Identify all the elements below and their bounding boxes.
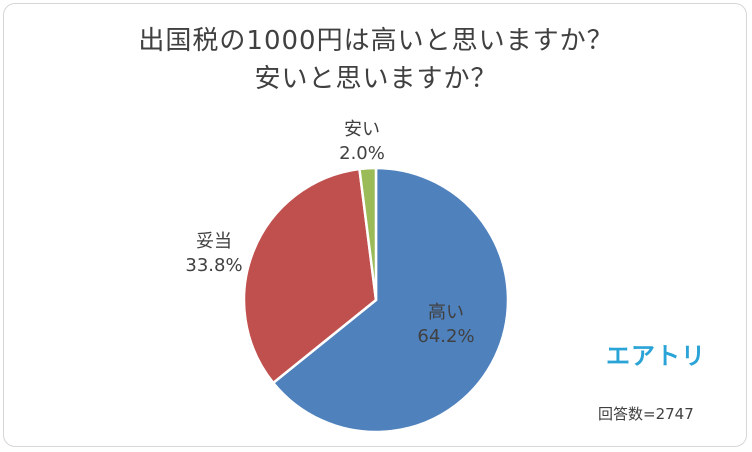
response-count: 回答数=2747 [598,405,694,423]
slice-name-label: 妥当 [196,231,232,252]
slice-value-label: 64.2% [417,326,474,347]
pie-slices [242,166,510,434]
slice-name-label: 安い [344,119,380,140]
slice-name-label: 高い [428,302,464,323]
pie-slice-2 [358,166,378,301]
chart-title-line2: 安いと思いますか？ [254,64,498,94]
slice-value-label: 2.0% [339,143,385,164]
chart-title-line1: 出国税の1000円は高いと思いますか？ [138,26,614,56]
pie-slice-1 [242,167,378,385]
slice-value-label: 33.8% [185,255,242,276]
pie-slice-0 [271,166,510,434]
pie-labels: 高い 64.2% 妥当 33.8% 安い 2.0% [185,119,474,347]
brand-logo: エアトリ [606,342,706,370]
